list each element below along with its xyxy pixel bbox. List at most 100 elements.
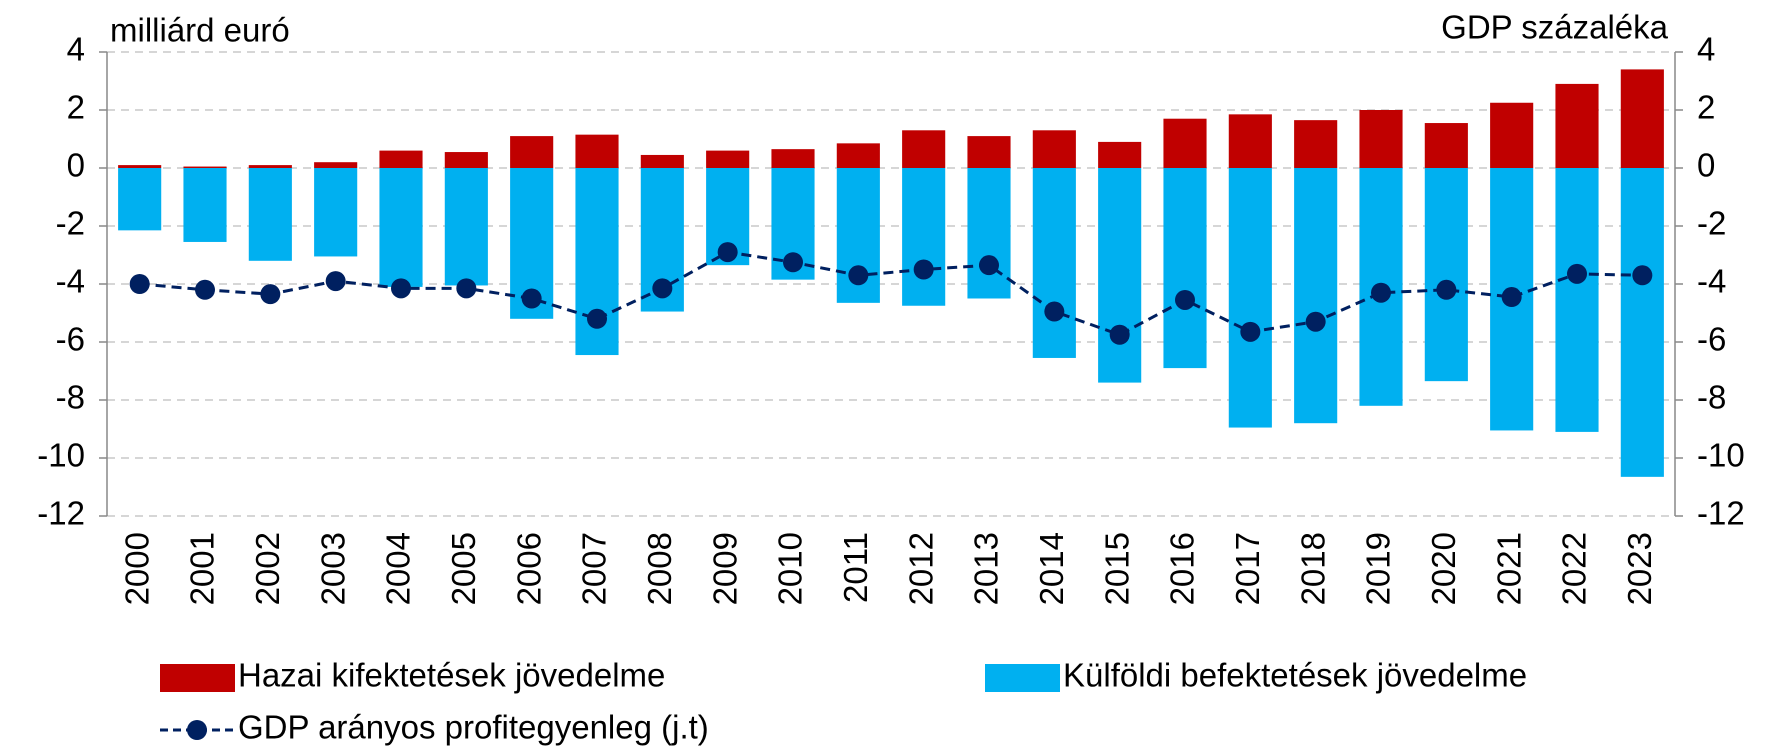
marker bbox=[783, 252, 803, 273]
y-tick-label: 4 bbox=[67, 31, 85, 68]
bar bbox=[836, 143, 880, 168]
bar bbox=[640, 154, 684, 168]
x-tick-label: 2006 bbox=[510, 532, 547, 605]
bar bbox=[444, 168, 488, 286]
x-tick-label: 2012 bbox=[902, 532, 939, 605]
legend-swatch bbox=[985, 664, 1060, 692]
bar bbox=[1620, 69, 1664, 168]
x-tick-label: 2009 bbox=[706, 532, 743, 605]
bar bbox=[1555, 168, 1599, 432]
y-tick-label: -10 bbox=[37, 437, 85, 474]
y2-tick-label: -8 bbox=[1697, 379, 1726, 416]
bar bbox=[1098, 168, 1142, 383]
marker bbox=[717, 242, 738, 263]
marker bbox=[1567, 263, 1587, 284]
marker bbox=[260, 284, 281, 305]
x-tick-label: 2021 bbox=[1490, 532, 1527, 605]
y-tick-label: -12 bbox=[37, 495, 85, 532]
bar bbox=[771, 149, 815, 168]
x-tick-label: 2018 bbox=[1294, 532, 1331, 605]
bar bbox=[248, 165, 292, 168]
bar bbox=[1228, 114, 1272, 168]
x-tick-label: 2019 bbox=[1360, 532, 1397, 605]
marker bbox=[913, 259, 934, 280]
bar bbox=[118, 165, 162, 168]
legend-swatch bbox=[160, 664, 235, 692]
x-tick-label: 2003 bbox=[314, 532, 351, 605]
marker bbox=[1501, 287, 1522, 308]
y2-tick-label: -12 bbox=[1697, 495, 1745, 532]
x-tick-label: 2005 bbox=[445, 532, 482, 605]
marker bbox=[1044, 301, 1065, 322]
y2-tick-label: 4 bbox=[1697, 31, 1715, 68]
x-tick-label: 2000 bbox=[118, 532, 155, 605]
bar bbox=[967, 168, 1011, 299]
bar bbox=[902, 130, 946, 168]
bar bbox=[706, 150, 750, 168]
x-tick-label: 2017 bbox=[1229, 532, 1266, 605]
y2-tick-label: -6 bbox=[1697, 321, 1726, 358]
x-tick-label: 2015 bbox=[1098, 532, 1135, 605]
x-tick-label: 2004 bbox=[380, 532, 417, 605]
bar bbox=[1555, 83, 1599, 168]
bar bbox=[575, 134, 619, 168]
legend-label: Külföldi befektetések jövedelme bbox=[1063, 657, 1527, 694]
legend-marker bbox=[187, 720, 207, 740]
marker bbox=[129, 274, 150, 294]
x-tick-label: 2022 bbox=[1556, 532, 1593, 605]
y2-axis-label: GDP százaléka bbox=[1441, 9, 1668, 46]
bar bbox=[248, 168, 292, 261]
x-tick-label: 2001 bbox=[184, 532, 221, 605]
bar bbox=[1359, 110, 1403, 168]
x-tick-label: 2010 bbox=[772, 532, 809, 605]
bar bbox=[1032, 130, 1076, 168]
y2-tick-label: -4 bbox=[1697, 263, 1726, 300]
y-tick-label: -8 bbox=[56, 379, 85, 416]
x-tick-label: 2014 bbox=[1033, 532, 1070, 605]
bar bbox=[1163, 168, 1207, 369]
marker bbox=[1175, 289, 1195, 310]
x-tick-label: 2020 bbox=[1425, 532, 1462, 605]
legend-label: Hazai kifektetések jövedelme bbox=[238, 657, 665, 694]
bar bbox=[1424, 168, 1468, 382]
legend-label: GDP arányos profitegyenleg (j.t) bbox=[238, 709, 709, 746]
y-tick-label: -2 bbox=[56, 205, 85, 242]
line bbox=[139, 250, 1643, 337]
x-tick-label: 2007 bbox=[576, 532, 613, 605]
y-axis-label: milliárd euró bbox=[110, 12, 290, 49]
x-tick-label: 2013 bbox=[968, 532, 1005, 605]
y2-tick-label: 0 bbox=[1697, 147, 1715, 184]
bar bbox=[183, 166, 227, 168]
marker bbox=[195, 279, 215, 300]
marker bbox=[1240, 321, 1261, 342]
bar bbox=[314, 168, 358, 257]
bar bbox=[1294, 168, 1338, 424]
bar bbox=[1032, 168, 1076, 358]
bar bbox=[902, 168, 946, 306]
marker bbox=[456, 278, 477, 299]
y2-tick-label: -2 bbox=[1697, 205, 1726, 242]
bar bbox=[444, 152, 488, 168]
bar bbox=[118, 168, 162, 231]
bar bbox=[379, 150, 423, 168]
bar bbox=[314, 162, 358, 168]
marker bbox=[587, 308, 607, 329]
bar bbox=[1490, 102, 1534, 168]
marker bbox=[979, 255, 999, 276]
bar bbox=[510, 136, 554, 168]
y-tick-label: 0 bbox=[67, 147, 85, 184]
marker bbox=[652, 278, 673, 299]
x-tick-label: 2023 bbox=[1621, 532, 1658, 605]
y-tick-label: -6 bbox=[56, 321, 85, 358]
x-tick-label: 2002 bbox=[249, 532, 286, 605]
bar bbox=[1228, 168, 1272, 428]
y-tick-label: -4 bbox=[56, 263, 85, 300]
marker bbox=[325, 271, 346, 292]
marker bbox=[1436, 279, 1457, 300]
marker bbox=[1632, 265, 1653, 286]
bar bbox=[1098, 141, 1142, 168]
bar bbox=[1294, 120, 1338, 168]
marker bbox=[521, 288, 542, 309]
x-tick-label: 2008 bbox=[641, 532, 678, 605]
marker bbox=[1305, 311, 1326, 332]
